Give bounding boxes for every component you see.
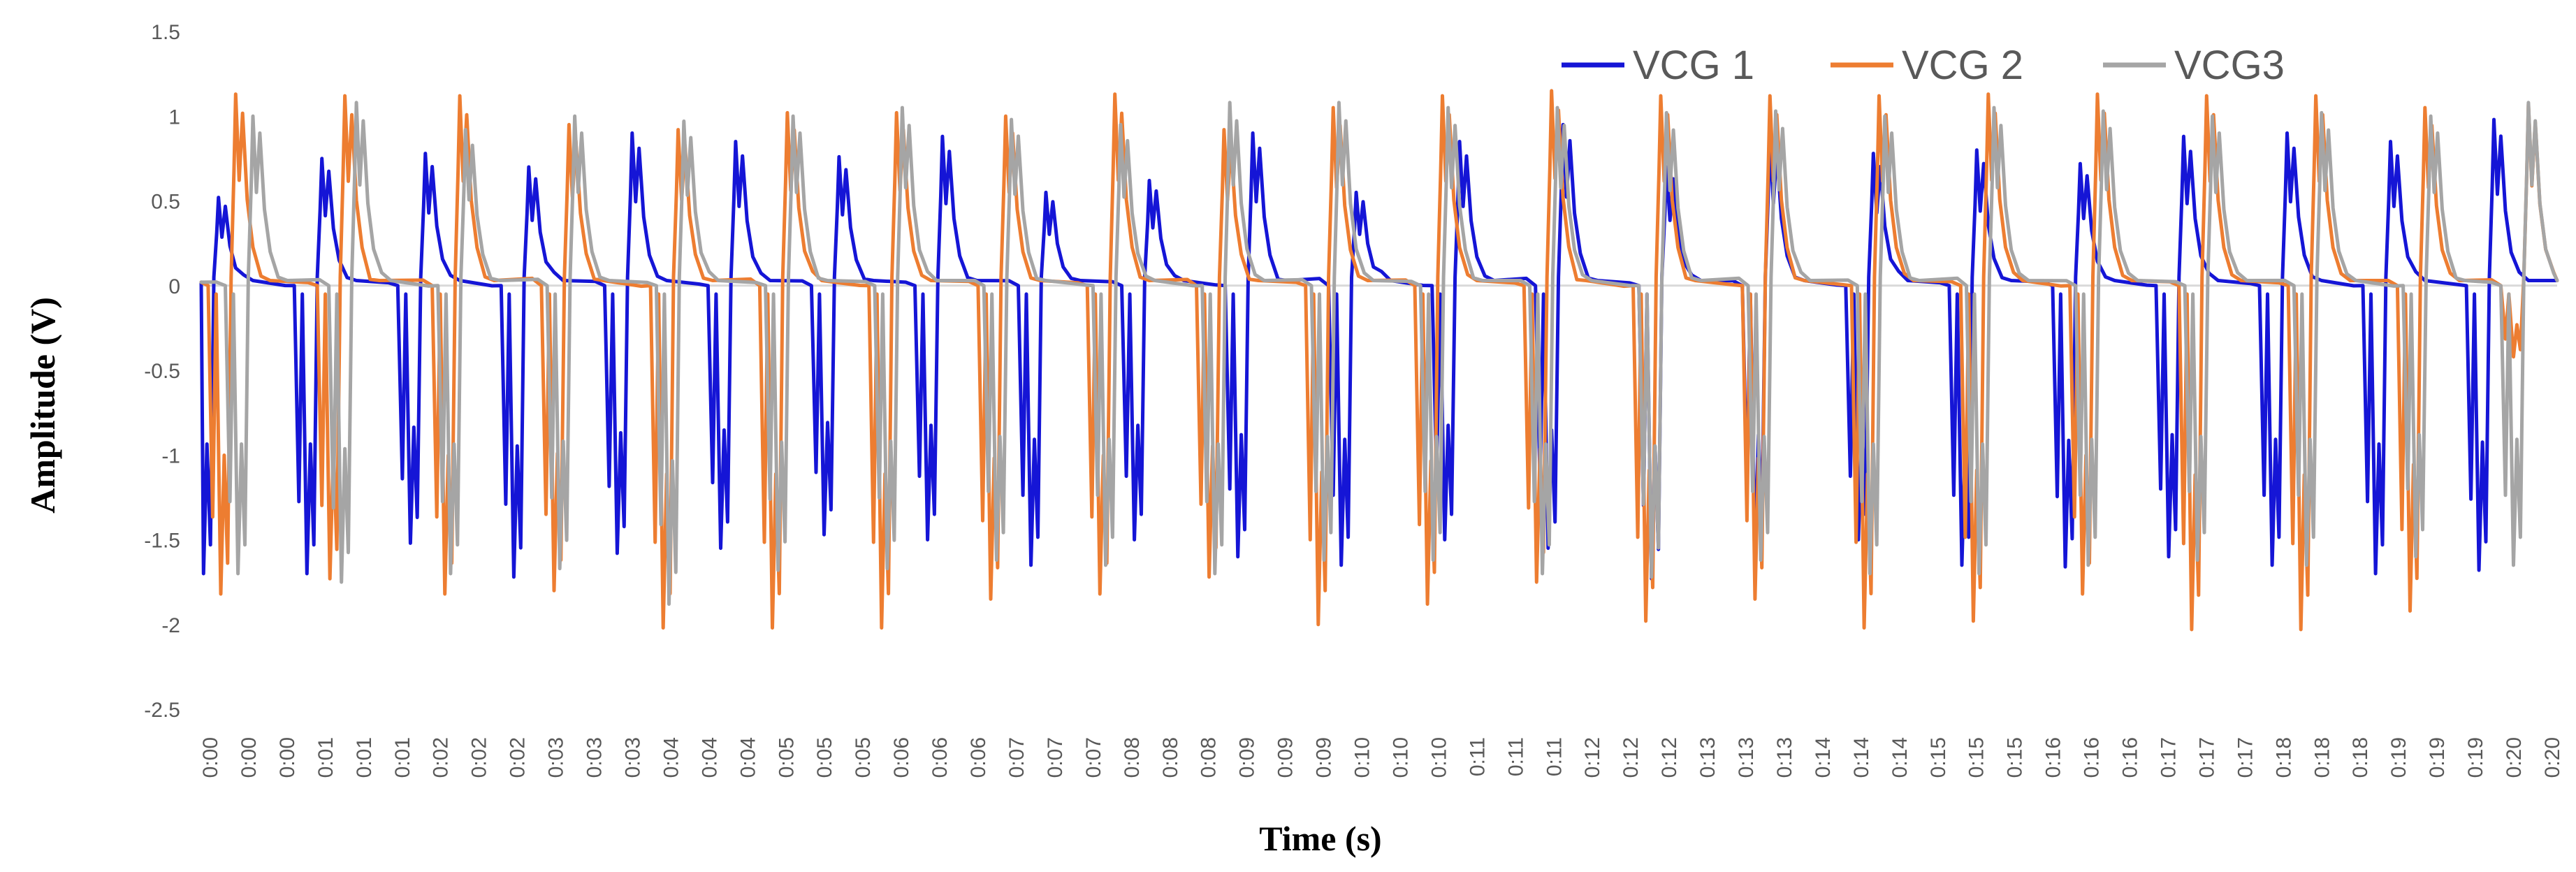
x-tick-label: 0:20	[2541, 737, 2564, 778]
x-tick-label: 0:19	[2426, 737, 2449, 778]
x-tick-label: 0:16	[2042, 737, 2065, 778]
series-line-vcg3	[199, 101, 2559, 606]
x-axis: 0:00 0:00 0:00 0:01 0:01 0:01 0:02 0:02 0:02 0:03…	[199, 737, 2564, 778]
x-tick-label: 0:13	[1773, 737, 1796, 778]
x-tick-label: 0:06	[929, 737, 952, 778]
x-tick-label: 0:02	[468, 737, 491, 778]
x-tick-label: 0:03	[545, 737, 568, 778]
x-tick-label: 0:13	[1735, 737, 1758, 778]
x-tick-label: 0:02	[507, 737, 530, 778]
x-tick-label: 0:00	[199, 737, 222, 778]
x-tick-label: 0:05	[775, 737, 798, 778]
x-tick-label: 0:03	[583, 737, 606, 778]
x-tick-label: 0:07	[1005, 737, 1028, 778]
x-tick-label: 0:11	[1543, 737, 1566, 776]
x-tick-label: 0:03	[621, 737, 644, 778]
x-tick-label: 0:01	[353, 737, 376, 778]
x-tick-label: 0:07	[1044, 737, 1067, 778]
x-tick-label: 0:10	[1351, 737, 1374, 778]
x-tick-label: 0:15	[1927, 737, 1950, 778]
x-tick-label: 0:16	[2119, 737, 2142, 778]
x-tick-label: 0:14	[1850, 737, 1873, 778]
x-tick-label: 0:12	[1581, 737, 1604, 778]
x-tick-label: 0:18	[2311, 737, 2334, 778]
x-tick-label: 0:05	[852, 737, 875, 778]
series-group	[199, 89, 2559, 632]
x-tick-label: 0:17	[2195, 737, 2218, 778]
y-tick-label: 1.5	[151, 21, 180, 44]
x-tick-label: 0:10	[1427, 737, 1450, 778]
x-tick-label: 0:20	[2503, 737, 2526, 778]
legend-label-vcg3: VCG3	[2174, 43, 2285, 88]
y-tick-label: 0	[168, 275, 180, 298]
x-tick-label: 0:11	[1466, 737, 1489, 776]
x-tick-label: 0:08	[1159, 737, 1182, 778]
x-tick-label: 0:02	[430, 737, 453, 778]
x-axis-title: Time (s)	[1259, 819, 1381, 858]
y-tick-label: -1	[161, 444, 180, 467]
x-tick-label: 0:08	[1121, 737, 1144, 778]
x-tick-label: 0:15	[1965, 737, 1988, 778]
y-axis: 1.5 1 0.5 0 -0.5 -1 -1.5 -2 -2.5	[144, 21, 180, 722]
x-tick-label: 0:00	[276, 737, 299, 778]
x-tick-label: 0:09	[1236, 737, 1259, 778]
x-tick-label: 0:04	[660, 737, 683, 778]
x-tick-label: 0:08	[1198, 737, 1221, 778]
legend-label-vcg2: VCG 2	[1902, 43, 2023, 88]
x-tick-label: 0:06	[967, 737, 990, 778]
legend-label-vcg1: VCG 1	[1633, 43, 1754, 88]
x-tick-label: 0:19	[2464, 737, 2487, 778]
x-tick-label: 0:11	[1504, 737, 1527, 776]
x-tick-label: 0:00	[238, 737, 261, 778]
y-tick-label: 1	[168, 106, 180, 129]
y-tick-label: -2.5	[144, 699, 180, 722]
x-tick-label: 0:09	[1313, 737, 1336, 778]
y-tick-label: -1.5	[144, 530, 180, 553]
x-tick-label: 0:07	[1082, 737, 1105, 778]
x-tick-label: 0:12	[1658, 737, 1681, 778]
x-tick-label: 0:09	[1274, 737, 1297, 778]
x-tick-label: 0:18	[2272, 737, 2295, 778]
y-tick-label: 0.5	[151, 191, 180, 214]
x-tick-label: 0:19	[2387, 737, 2410, 778]
x-tick-label: 0:15	[2004, 737, 2027, 778]
y-tick-label: -0.5	[144, 360, 180, 383]
x-tick-label: 0:04	[736, 737, 759, 778]
x-tick-label: 0:10	[1389, 737, 1412, 778]
x-tick-label: 0:14	[1812, 737, 1835, 778]
x-tick-label: 0:06	[890, 737, 913, 778]
x-tick-label: 0:17	[2157, 737, 2180, 778]
x-tick-label: 0:13	[1696, 737, 1719, 778]
y-axis-title: Amplitude (V)	[23, 297, 62, 514]
legend: VCG 1 VCG 2 VCG3	[1562, 43, 2285, 88]
x-tick-label: 0:17	[2234, 737, 2257, 778]
x-tick-label: 0:14	[1889, 737, 1912, 778]
x-tick-label: 0:01	[314, 737, 337, 778]
y-tick-label: -2	[161, 614, 180, 637]
x-tick-label: 0:18	[2349, 737, 2372, 778]
x-tick-label: 0:16	[2081, 737, 2104, 778]
x-tick-label: 0:05	[813, 737, 836, 778]
series-line-vcg1	[199, 117, 2559, 581]
x-tick-label: 0:12	[1620, 737, 1643, 778]
x-tick-label: 0:01	[391, 737, 414, 778]
x-tick-label: 0:04	[698, 737, 721, 778]
